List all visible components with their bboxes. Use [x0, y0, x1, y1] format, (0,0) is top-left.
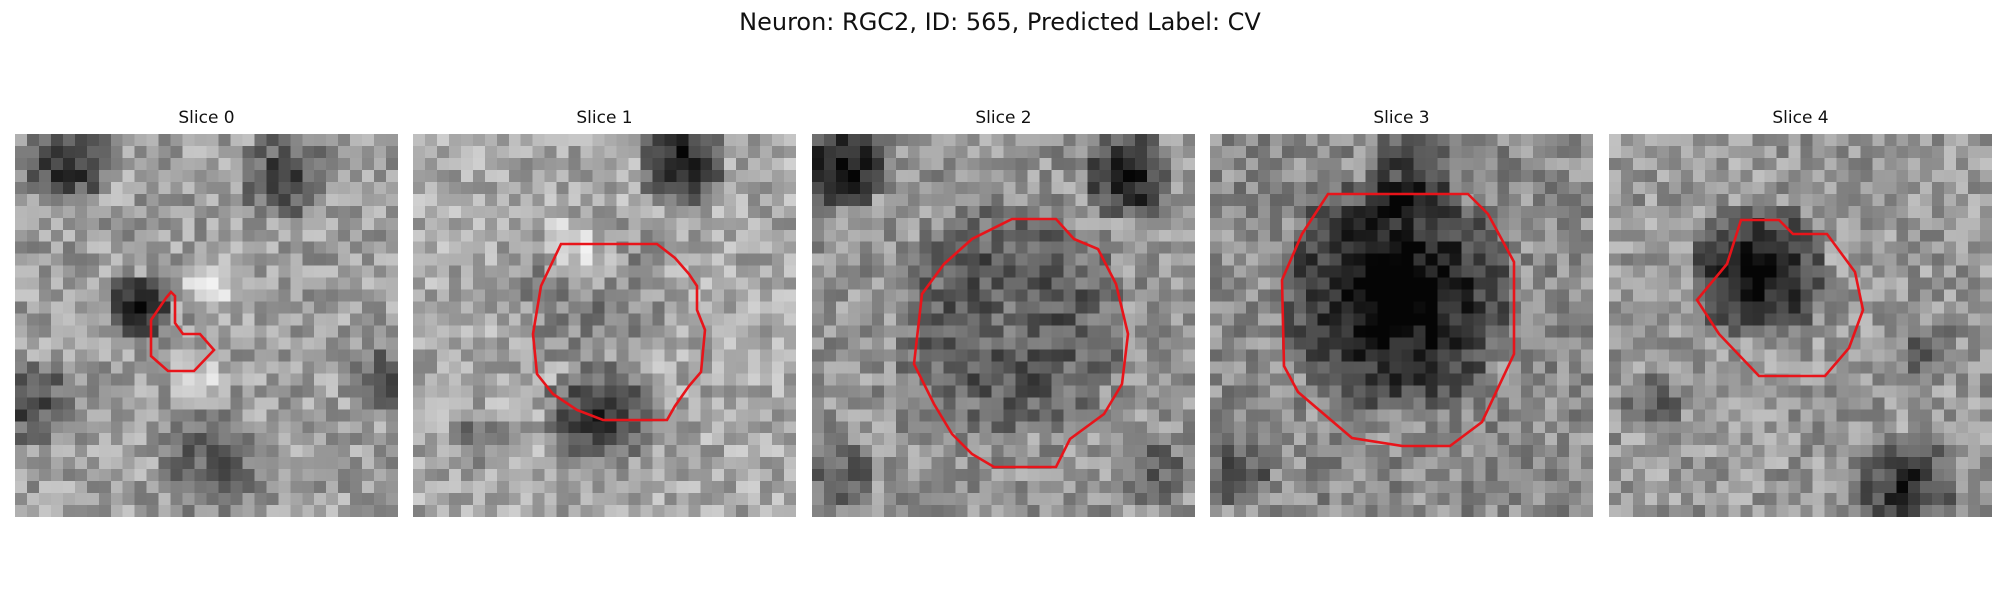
slice-title: Slice 0: [178, 108, 235, 128]
cell-contour: [149, 290, 216, 373]
slice-image: [1609, 134, 1992, 517]
slice-title: Slice 4: [1772, 108, 1829, 128]
slice-title: Slice 3: [1373, 108, 1430, 128]
contour-line: [531, 242, 707, 422]
cell-contour: [531, 242, 707, 422]
slice-image: [812, 134, 1195, 517]
cell-contour: [912, 217, 1130, 469]
slice-image: [1210, 134, 1593, 517]
cell-contour: [1695, 218, 1865, 378]
contour-line: [912, 217, 1130, 469]
slice-image: [15, 134, 398, 517]
slice-title: Slice 1: [576, 108, 633, 128]
contour-line: [1695, 218, 1865, 378]
contour-line: [149, 290, 216, 373]
slice-title: Slice 2: [975, 108, 1032, 128]
cell-contour: [1280, 192, 1516, 448]
slice-image: [413, 134, 796, 517]
contour-line: [1280, 192, 1516, 448]
figure-title: Neuron: RGC2, ID: 565, Predicted Label: …: [739, 8, 1261, 36]
